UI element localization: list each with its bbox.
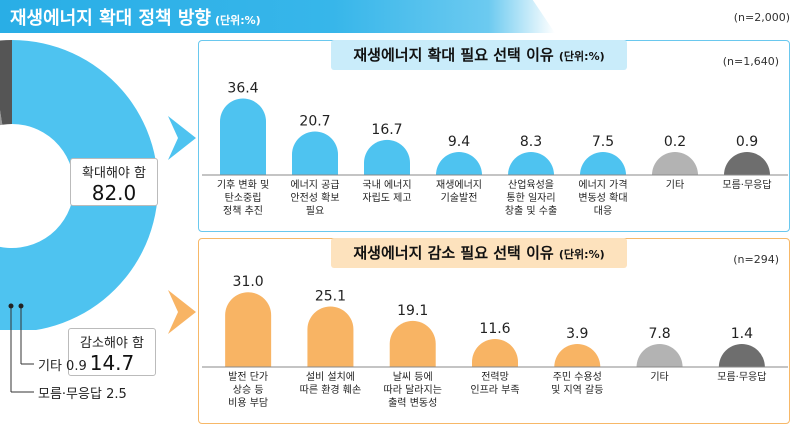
reduce-reasons-category-label: 기타 — [650, 371, 668, 383]
reduce-reasons-category-label: 전력망 — [481, 371, 509, 383]
donut-chart: 확대해야 함 82.0 감소해야 함 14.7 — [0, 40, 190, 376]
reduce-arrow-icon — [168, 290, 196, 334]
expand-reasons-category-label: 기술발전 — [441, 192, 478, 204]
reduce-reasons-category-label: 상승 등 — [233, 384, 264, 396]
reduce-reasons-category-label: 설비 설치에 — [306, 371, 355, 383]
header: 재생에너지 확대 정책 방향 (단위:%) (n=2,000) — [0, 0, 800, 33]
reduce-reasons-bar — [225, 292, 272, 367]
expand-reasons-bar — [724, 152, 770, 175]
expand-callout: 확대해야 함 82.0 — [70, 158, 158, 206]
expand-reasons-value-label: 0.2 — [664, 134, 686, 150]
donut-slice-other — [0, 110, 3, 126]
reduce-reasons-title-unit: (단위:%) — [558, 248, 605, 261]
reduce-value: 14.7 — [89, 351, 135, 375]
reduce-reasons-category-label: 주민 수용성 — [553, 371, 602, 383]
reduce-reasons-bar — [554, 344, 601, 367]
reduce-reasons-category-label: 따른 환경 훼손 — [300, 383, 362, 396]
expand-reasons-category-label: 변동성 확대 — [578, 192, 627, 204]
reduce-reasons-category-label: 모름·무응답 — [717, 371, 766, 383]
expand-reasons-category-label: 모름·무응답 — [722, 179, 771, 191]
other-legend: 기타 0.9 — [38, 359, 87, 374]
expand-reasons-value-label: 36.4 — [227, 81, 258, 97]
reduce-reasons-title: 재생에너지 감소 필요 선택 이유 (단위:%) — [331, 238, 627, 268]
page-title-text: 재생에너지 확대 정책 방향 — [10, 8, 211, 29]
reduce-reasons-category-label: 및 지역 갈등 — [551, 383, 603, 396]
expand-reasons-value-label: 7.5 — [592, 134, 614, 150]
unsure-leader-dot — [8, 303, 14, 309]
expand-reasons-category-label: 필요 — [306, 205, 324, 217]
unsure-legend: 모름·무응답 2.5 — [38, 387, 127, 402]
expand-reasons-category-label: 재생에너지 — [436, 179, 482, 191]
expand-value: 82.0 — [91, 181, 137, 205]
reduce-reasons-title-text: 재생에너지 감소 필요 선택 이유 — [353, 244, 554, 262]
page-title-unit: (단위:%) — [214, 14, 261, 27]
expand-reasons-category-label: 에너지 가격 — [578, 178, 627, 191]
expand-arrow-icon — [168, 116, 196, 160]
reduce-reasons-category-label: 인프라 부족 — [470, 384, 519, 396]
other-leader-dot — [18, 303, 24, 309]
expand-label: 확대해야 함 — [82, 166, 146, 181]
reduce-reasons-value-label: 11.6 — [479, 321, 510, 337]
reduce-reasons-value-label: 31.0 — [233, 274, 264, 290]
expand-reasons-bar — [508, 152, 554, 175]
expand-reasons-value-label: 0.9 — [736, 134, 758, 150]
expand-reasons-panel: 재생에너지 확대 필요 선택 이유 (단위:%) (n=1,640) 36.4 기… — [198, 40, 790, 232]
expand-reasons-category-label: 통한 일자리 — [506, 192, 555, 204]
expand-reasons-category-label: 기후 변화 및 — [217, 179, 269, 191]
reduce-reasons-category-label: 출력 변동성 — [388, 397, 437, 409]
page-title: 재생에너지 확대 정책 방향 (단위:%) — [10, 4, 261, 30]
reduce-reasons-bar — [718, 344, 765, 367]
donut-slice-unsure — [0, 40, 12, 125]
expand-reasons-bar — [364, 139, 410, 175]
reduce-reasons-bar — [389, 320, 436, 367]
expand-reasons-bar — [436, 152, 482, 175]
expand-reasons-value-label: 8.3 — [520, 134, 542, 150]
expand-reasons-bar — [580, 152, 626, 175]
expand-reasons-category-label: 탄소중립 — [225, 191, 262, 204]
reduce-reasons-value-label: 19.1 — [397, 303, 428, 319]
expand-reasons-category-label: 에너지 공급 — [290, 179, 339, 191]
expand-reasons-value-label: 9.4 — [448, 134, 470, 150]
expand-reasons-category-label: 국내 에너지 — [362, 179, 411, 191]
reduce-reasons-category-label: 날씨 등에 — [393, 371, 433, 383]
expand-reasons-bar — [292, 131, 338, 175]
expand-reasons-category-label: 정책 추진 — [223, 205, 263, 217]
reduce-callout: 감소해야 함 14.7 — [68, 328, 156, 376]
reduce-reasons-value-label: 1.4 — [731, 326, 753, 342]
expand-reasons-value-label: 20.7 — [299, 114, 330, 130]
expand-reasons-bar — [652, 152, 698, 175]
expand-reasons-title-text: 재생에너지 확대 필요 선택 이유 — [353, 46, 554, 64]
reduce-reasons-category-label: 발전 단가 — [228, 371, 268, 383]
sample-size: (n=2,000) — [733, 11, 790, 24]
expand-reasons-title-unit: (단위:%) — [558, 50, 605, 63]
reduce-reasons-category-label: 비용 부담 — [228, 397, 268, 409]
expand-reasons-category-label: 기타 — [666, 179, 684, 191]
reduce-reasons-value-label: 7.8 — [648, 326, 670, 342]
expand-reasons-category-label: 산업육성을 — [508, 178, 554, 191]
expand-reasons-category-label: 창출 및 수출 — [505, 205, 557, 217]
reduce-reasons-bar — [472, 339, 518, 367]
reduce-reasons-bar — [307, 306, 354, 367]
header-bar — [0, 0, 555, 33]
reduce-reasons-bar — [636, 344, 683, 367]
expand-reasons-bar — [220, 98, 266, 175]
expand-reasons-category-label: 안전성 확보 — [290, 192, 339, 204]
reduce-reasons-panel: 재생에너지 감소 필요 선택 이유 (단위:%) (n=294) 31.0 발전 … — [198, 238, 790, 424]
reduce-reasons-value-label: 25.1 — [315, 288, 346, 304]
expand-reasons-title: 재생에너지 확대 필요 선택 이유 (단위:%) — [331, 40, 627, 70]
reduce-reasons-sample-size: (n=294) — [733, 253, 779, 266]
leader-lines — [8, 303, 34, 393]
expand-reasons-category-label: 자립도 제고 — [362, 191, 411, 204]
reduce-label: 감소해야 함 — [80, 336, 144, 351]
reduce-reasons-value-label: 3.9 — [566, 326, 588, 342]
expand-reasons-value-label: 16.7 — [371, 122, 402, 138]
expand-reasons-sample-size: (n=1,640) — [722, 55, 779, 68]
expand-reasons-category-label: 대응 — [594, 205, 612, 217]
reduce-reasons-category-label: 따라 달라지는 — [384, 384, 442, 396]
